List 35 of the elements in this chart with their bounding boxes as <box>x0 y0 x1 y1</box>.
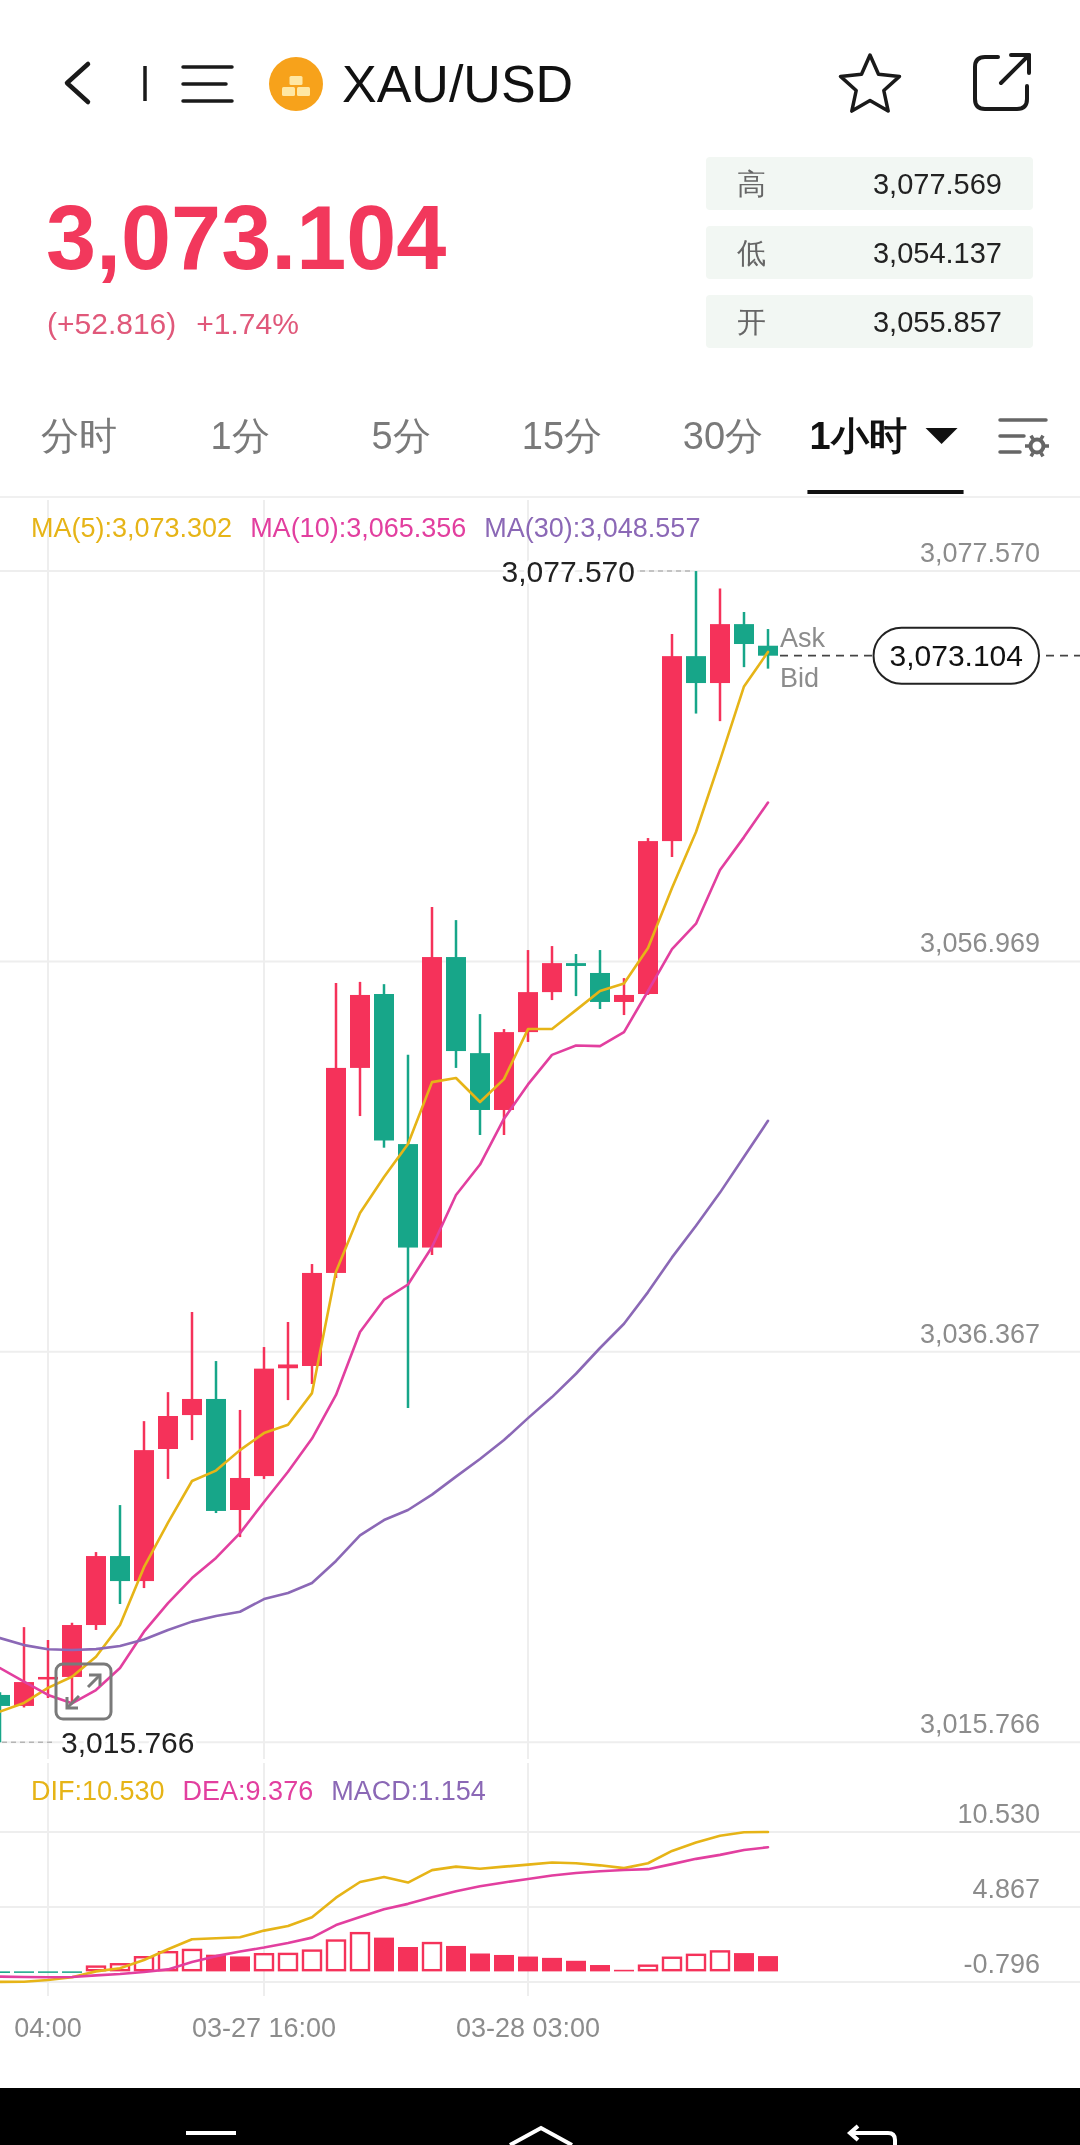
text: (+52.816) <box>47 307 177 340</box>
legend: MA(5):3,073.302 MA(10):3,065.356 MA(30):3,048.557 <box>31 513 701 543</box>
text: 1小时 <box>809 415 907 457</box>
y-tick-label: -0.796 <box>963 1948 1040 1979</box>
text: 3,077.569 <box>872 168 1002 200</box>
text: +1.74% <box>196 307 299 340</box>
text: 3,073.104 <box>46 188 447 288</box>
text: 3,055.857 <box>872 306 1002 338</box>
y-tick-label: 10.530 <box>957 1798 1040 1829</box>
x-tick-label: 03-27 16:00 <box>191 2013 337 2043</box>
annotation: 3,015.766 <box>61 1725 195 1759</box>
text: 15分 <box>521 415 603 457</box>
category-label: 低 <box>737 237 766 269</box>
text: 分时 <box>41 415 117 457</box>
category-label: 高 <box>737 168 766 200</box>
y-tick-label: 3,056.969 <box>919 928 1040 959</box>
annotation: Bid <box>780 662 820 693</box>
annotation: 3,077.570 <box>501 554 635 588</box>
y-tick-label: 3,036.367 <box>919 1318 1040 1349</box>
annotation: MACD:1.154 <box>331 1776 486 1806</box>
y-tick-label: 3,015.766 <box>919 1709 1040 1740</box>
text: 30分 <box>682 415 764 457</box>
text: 5分 <box>371 415 431 457</box>
ref-line-label: 3,073.104 <box>889 639 1023 673</box>
category-label: 开 <box>737 306 766 338</box>
y-tick-label: 4.867 <box>972 1873 1040 1904</box>
annotation: Ask <box>780 622 826 653</box>
text: XAU/USD <box>342 55 574 113</box>
text: 3,054.137 <box>872 237 1002 269</box>
legend: DIF:10.530 DEA:9.376 <box>31 1776 314 1806</box>
x-tick-label: 03-28 03:00 <box>455 2013 601 2043</box>
price-tag: 3,073.104 <box>872 626 1040 685</box>
text: 1分 <box>210 415 270 457</box>
y-tick-label: 3,077.570 <box>919 538 1040 569</box>
x-tick-label: 04:00 <box>14 2013 82 2043</box>
